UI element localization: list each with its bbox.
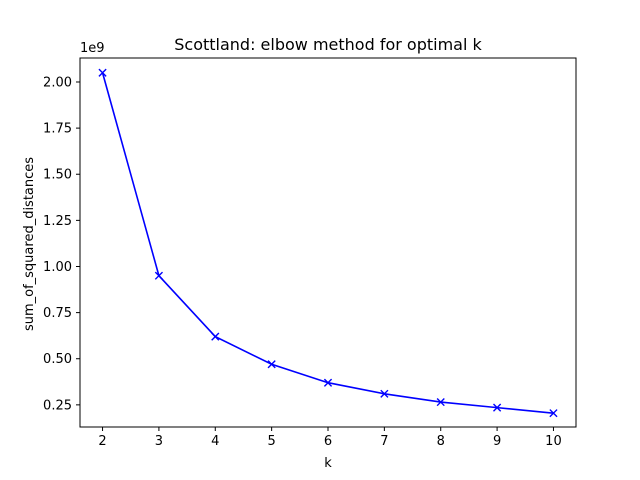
x-tick-label: 8 (437, 434, 445, 449)
chart-title: Scottland: elbow method for optimal k (174, 35, 482, 54)
y-tick-label: 1.25 (43, 214, 72, 229)
plot-area: 2 3 4 5 6 7 8 9 10 0.25 0.50 0.75 1.00 1.25 1.50 1.75 2… (43, 57, 577, 449)
y-tick-label: 1.00 (43, 260, 72, 275)
y-tick-label: 2.00 (43, 75, 72, 90)
y-tick-label: 0.25 (43, 398, 72, 413)
y-axis: 0.25 0.50 0.75 1.00 1.25 1.50 1.75 2.00 (43, 75, 80, 413)
x-tick-label: 10 (545, 434, 562, 449)
y-tick-label: 1.50 (43, 168, 72, 183)
x-tick-label: 9 (493, 434, 501, 449)
data-point-marker (323, 378, 333, 387)
x-tick-label: 3 (155, 434, 163, 449)
x-tick-label: 5 (267, 434, 275, 449)
data-point-marker (436, 397, 445, 407)
y-tick-label: 0.75 (43, 306, 72, 321)
x-tick-label: 2 (98, 434, 106, 449)
data-point-marker (267, 360, 276, 369)
data-point-marker (380, 389, 389, 398)
series-line (101, 72, 554, 414)
y-scale-exponent-label: 1e9 (80, 41, 105, 56)
y-tick-label: 0.50 (43, 352, 72, 367)
x-tick-label: 6 (324, 434, 332, 449)
y-tick-label: 1.75 (43, 122, 72, 137)
x-tick-label: 4 (211, 434, 219, 449)
plot-frame (79, 57, 577, 428)
data-point-marker (98, 68, 107, 77)
data-point-marker (492, 403, 502, 412)
data-point-marker (211, 332, 220, 341)
x-axis: 2 3 4 5 6 7 8 9 10 (98, 427, 562, 449)
x-tick-label: 7 (380, 434, 388, 449)
series-layer (98, 68, 558, 418)
data-point-marker (154, 271, 164, 280)
data-point-marker (549, 409, 558, 418)
x-axis-title: k (324, 456, 332, 471)
y-axis-title: sum_of_squared_distances (22, 157, 37, 331)
